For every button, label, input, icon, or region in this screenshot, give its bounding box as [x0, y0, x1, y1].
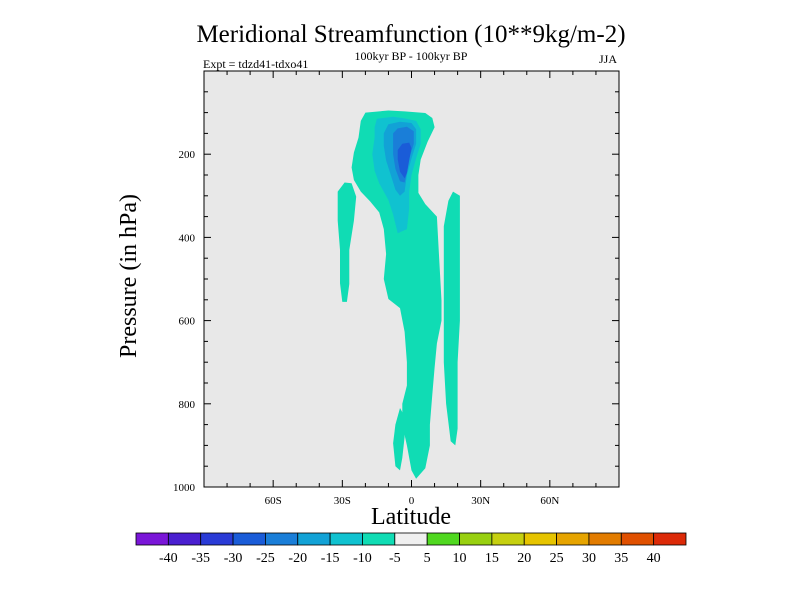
colorbar-box: [556, 532, 590, 546]
y-tick-label: 400: [179, 232, 196, 244]
x-tick-label: 0: [409, 495, 415, 507]
colorbar-box: [459, 532, 493, 546]
colorbar-label: -25: [256, 551, 275, 566]
colorbar-label: 20: [517, 551, 531, 566]
colorbar-box: [588, 532, 622, 546]
colorbar-box: [523, 532, 557, 546]
chart-title: Meridional Streamfunction (10**9kg/m-2): [196, 21, 625, 48]
colorbar-label: 10: [453, 551, 467, 566]
colorbar-label: -5: [389, 551, 401, 566]
colorbar: -40 -35 -30 -25 -20 -15 -10 -5 5 10 15 20 25 30 35 40: [135, 532, 687, 566]
chart-subtitle-right: JJA: [599, 52, 617, 66]
y-tick-label: 200: [179, 149, 196, 161]
colorbar-label: -35: [191, 551, 210, 566]
x-tick-label: 60N: [540, 495, 559, 507]
contour-regions: [337, 110, 460, 479]
colorbar-box: [653, 532, 687, 546]
contour-region-5: [337, 182, 357, 302]
colorbar-box: [232, 532, 266, 546]
y-tick-label: 1000: [173, 482, 196, 494]
axis-ticks: 60S 30S 0 30N 60N 200 400 600 800 1000: [173, 71, 619, 507]
colorbar-box: [491, 532, 525, 546]
colorbar-label: -15: [321, 551, 340, 566]
x-tick-label: 30S: [334, 495, 351, 507]
colorbar-box: [329, 532, 363, 546]
contour-region-0: [351, 110, 442, 479]
colorbar-box: [200, 532, 234, 546]
colorbar-label: -20: [288, 551, 307, 566]
y-tick-label: 800: [179, 399, 196, 411]
colorbar-label: 30: [582, 551, 596, 566]
x-axis-label: Latitude: [371, 504, 451, 530]
colorbar-box: [167, 532, 202, 546]
chart-subtitle-left: Expt = tdzd41-tdxo41: [203, 57, 308, 71]
colorbar-box: [620, 532, 655, 546]
colorbar-label: 25: [550, 551, 564, 566]
colorbar-box: [394, 532, 428, 546]
x-tick-label: 30N: [471, 495, 490, 507]
colorbar-box: [265, 532, 299, 546]
contour-region-4: [397, 142, 412, 179]
colorbar-label: 35: [614, 551, 628, 566]
colorbar-label: -40: [159, 551, 178, 566]
colorbar-label: -10: [353, 551, 372, 566]
colorbar-label: 15: [485, 551, 499, 566]
colorbar-label: 5: [424, 551, 431, 566]
colorbar-box: [297, 532, 331, 546]
y-axis-label: Pressure (in hPa): [116, 194, 142, 358]
contour-region-7: [393, 408, 405, 471]
contour-region-6: [443, 191, 460, 446]
chart-subtitle-center: 100kyr BP - 100kyr BP: [355, 49, 468, 63]
colorbar-box: [426, 532, 460, 546]
colorbar-label: 40: [647, 551, 661, 566]
colorbar-box: [362, 532, 396, 546]
colorbar-label: -30: [224, 551, 243, 566]
y-tick-label: 600: [179, 316, 196, 328]
colorbar-box: [135, 532, 169, 546]
x-tick-label: 60S: [265, 495, 282, 507]
